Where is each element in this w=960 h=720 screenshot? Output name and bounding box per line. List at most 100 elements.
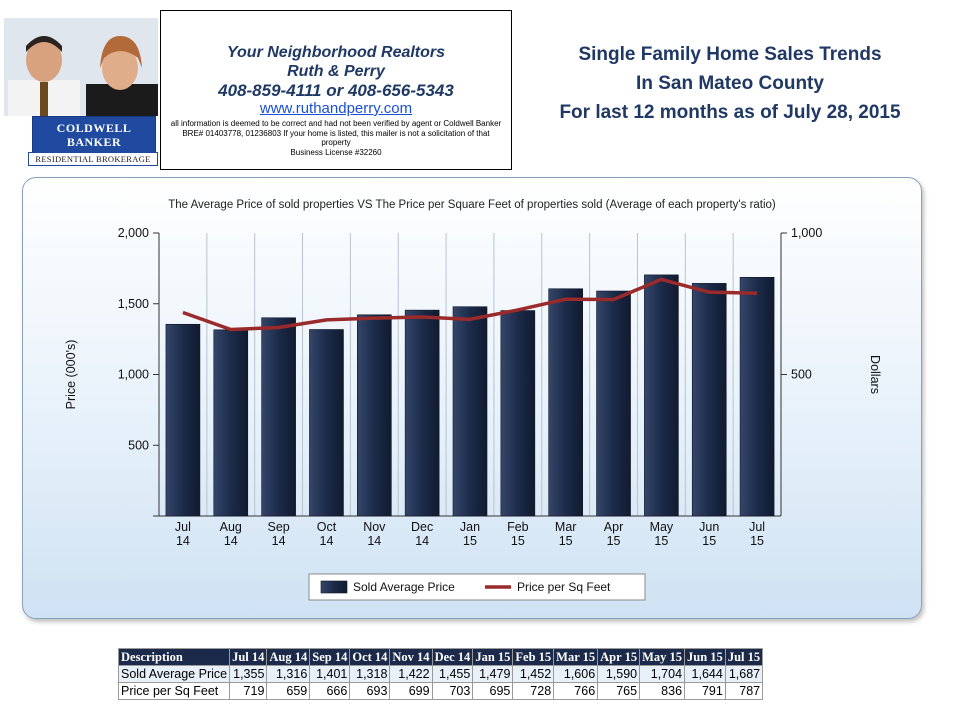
line-price-per-sq-feet (182, 277, 758, 332)
bar-sold-average-price (357, 314, 392, 517)
chart-panel: The Average Price of sold properties VS … (22, 177, 922, 619)
left-tick-label: 2,000 (118, 226, 149, 240)
table-header-cell: Mar 15 (553, 648, 599, 666)
table-cell: 787 (724, 682, 764, 700)
bar-sold-average-price (213, 329, 249, 517)
bar-sold-average-price (691, 283, 727, 517)
table-header-cell: Jul 15 (724, 648, 764, 666)
x-tick-label-year: 14 (272, 534, 286, 548)
table-cell: 699 (389, 682, 433, 700)
left-tick-label: 1,000 (118, 368, 149, 382)
page-title: Single Family Home Sales Trends In San M… (530, 40, 930, 127)
legend-swatch-bars (320, 580, 348, 594)
title-line-1: Single Family Home Sales Trends (578, 44, 882, 65)
table-cell: 1,644 (684, 665, 726, 683)
table-cell: 1,422 (389, 665, 433, 683)
table-header-cell: Nov 14 (389, 648, 433, 666)
website-link[interactable]: www.ruthandperry.com (259, 100, 413, 117)
table-header-cell: Aug 14 (266, 648, 311, 666)
table-cell: 1,318 (349, 665, 391, 683)
x-tick-label-month: Jul (175, 520, 191, 534)
legend-label-line: Price per Sq Feet (517, 580, 611, 594)
x-tick-label-month: May (650, 520, 674, 534)
disclaimer-text: all information is deemed to be correct … (170, 119, 502, 147)
table-header-cell: Apr 15 (597, 648, 641, 666)
table-header-cell: Dec 14 (431, 648, 474, 666)
bar-sold-average-price (165, 323, 201, 517)
table-header-cell: Jun 15 (684, 648, 726, 666)
x-tick-label-month: Sep (267, 520, 289, 534)
contact-box: Your Neighborhood Realtors Ruth & Perry … (160, 10, 512, 170)
table-header-cell: May 15 (639, 648, 686, 666)
logo-line-3: RESIDENTIAL BROKERAGE (28, 152, 158, 166)
title-line-2: In San Mateo County (636, 73, 824, 94)
bar-sold-average-price (500, 310, 536, 517)
combo-chart: The Average Price of sold properties VS … (64, 199, 882, 601)
x-tick-label-year: 15 (463, 534, 477, 548)
contact-names: Ruth & Perry (287, 63, 385, 80)
table-cell: 765 (597, 682, 641, 700)
x-tick-label-month: Feb (507, 520, 529, 534)
x-tick-label-month: Apr (604, 520, 623, 534)
x-tick-label-year: 15 (511, 534, 525, 548)
x-tick-label-year: 14 (320, 534, 334, 548)
table-header-cell: Jan 15 (472, 648, 514, 666)
table-header-cell: Sep 14 (309, 648, 351, 666)
table-cell: 1,704 (639, 665, 686, 683)
table-cell: 1,687 (724, 665, 764, 683)
title-line-3: For last 12 months as of July 28, 2015 (559, 102, 901, 123)
table-cell: 666 (309, 682, 351, 700)
x-tick-label-month: Dec (411, 520, 433, 534)
y2-axis-label: Dollars (868, 355, 882, 394)
table-row: Price per Sq Feet 719 659 666 693 699 703 695 72… (117, 682, 764, 700)
x-tick-label-year: 15 (654, 534, 668, 548)
bar-sold-average-price (548, 288, 583, 517)
table-cell: 695 (472, 682, 514, 700)
left-tick-label: 500 (128, 438, 149, 452)
legend-box (308, 573, 646, 601)
y-axis-label: Price (000's) (64, 340, 78, 410)
x-tick-label-year: 14 (176, 534, 190, 548)
data-table: Description Jul 14 Aug 14 Sep 14 Oct 14 Nov 1… (117, 648, 764, 700)
x-tick-label-year: 15 (559, 534, 573, 548)
table-header-cell: Feb 15 (512, 648, 555, 666)
logo-box: COLDWELL BANKER (32, 116, 156, 154)
table-cell: 1,452 (512, 665, 555, 683)
x-tick-label-month: Jun (699, 520, 719, 534)
x-tick-label-year: 14 (224, 534, 238, 548)
table-row-label: Price per Sq Feet (117, 682, 231, 700)
x-tick-label-year: 14 (367, 534, 381, 548)
bar-sold-average-price (596, 290, 631, 517)
table-header-description: Description (117, 648, 231, 666)
right-tick-label: 500 (791, 368, 812, 382)
table-cell: 719 (229, 682, 268, 700)
table-cell: 693 (349, 682, 391, 700)
table-header-cell: Jul 14 (229, 648, 268, 666)
bar-sold-average-price (644, 274, 679, 517)
table-cell: 1,479 (472, 665, 514, 683)
x-tick-label-month: Aug (220, 520, 242, 534)
x-tick-label-month: Jan (460, 520, 480, 534)
chart-title: The Average Price of sold properties VS … (168, 199, 776, 211)
table-cell: 659 (266, 682, 311, 700)
x-tick-label-year: 15 (607, 534, 621, 548)
contact-phones: 408-859-4111 or 408-656-5343 (218, 81, 454, 100)
table-cell: 791 (684, 682, 726, 700)
bar-sold-average-price (404, 309, 440, 517)
x-tick-label-month: Nov (363, 520, 386, 534)
business-license: Business License #32260 (290, 147, 382, 157)
table-cell: 766 (553, 682, 599, 700)
right-tick-label: 1,000 (791, 226, 822, 240)
table-row: Sold Average Price 1,355 1,316 1,401 1,318 1,… (117, 665, 764, 683)
left-tick-label: 1,500 (118, 297, 149, 311)
table-cell: 836 (639, 682, 686, 700)
bar-sold-average-price (452, 306, 488, 517)
table-header-cell: Oct 14 (349, 648, 391, 666)
bar-sold-average-price (309, 329, 344, 517)
legend-label-bars: Sold Average Price (353, 580, 455, 594)
table-cell: 1,590 (597, 665, 641, 683)
table-cell: 1,606 (553, 665, 599, 683)
x-tick-label-year: 15 (750, 534, 764, 548)
contact-tagline: Your Neighborhood Realtors (226, 44, 446, 61)
bar-sold-average-price (739, 276, 775, 517)
